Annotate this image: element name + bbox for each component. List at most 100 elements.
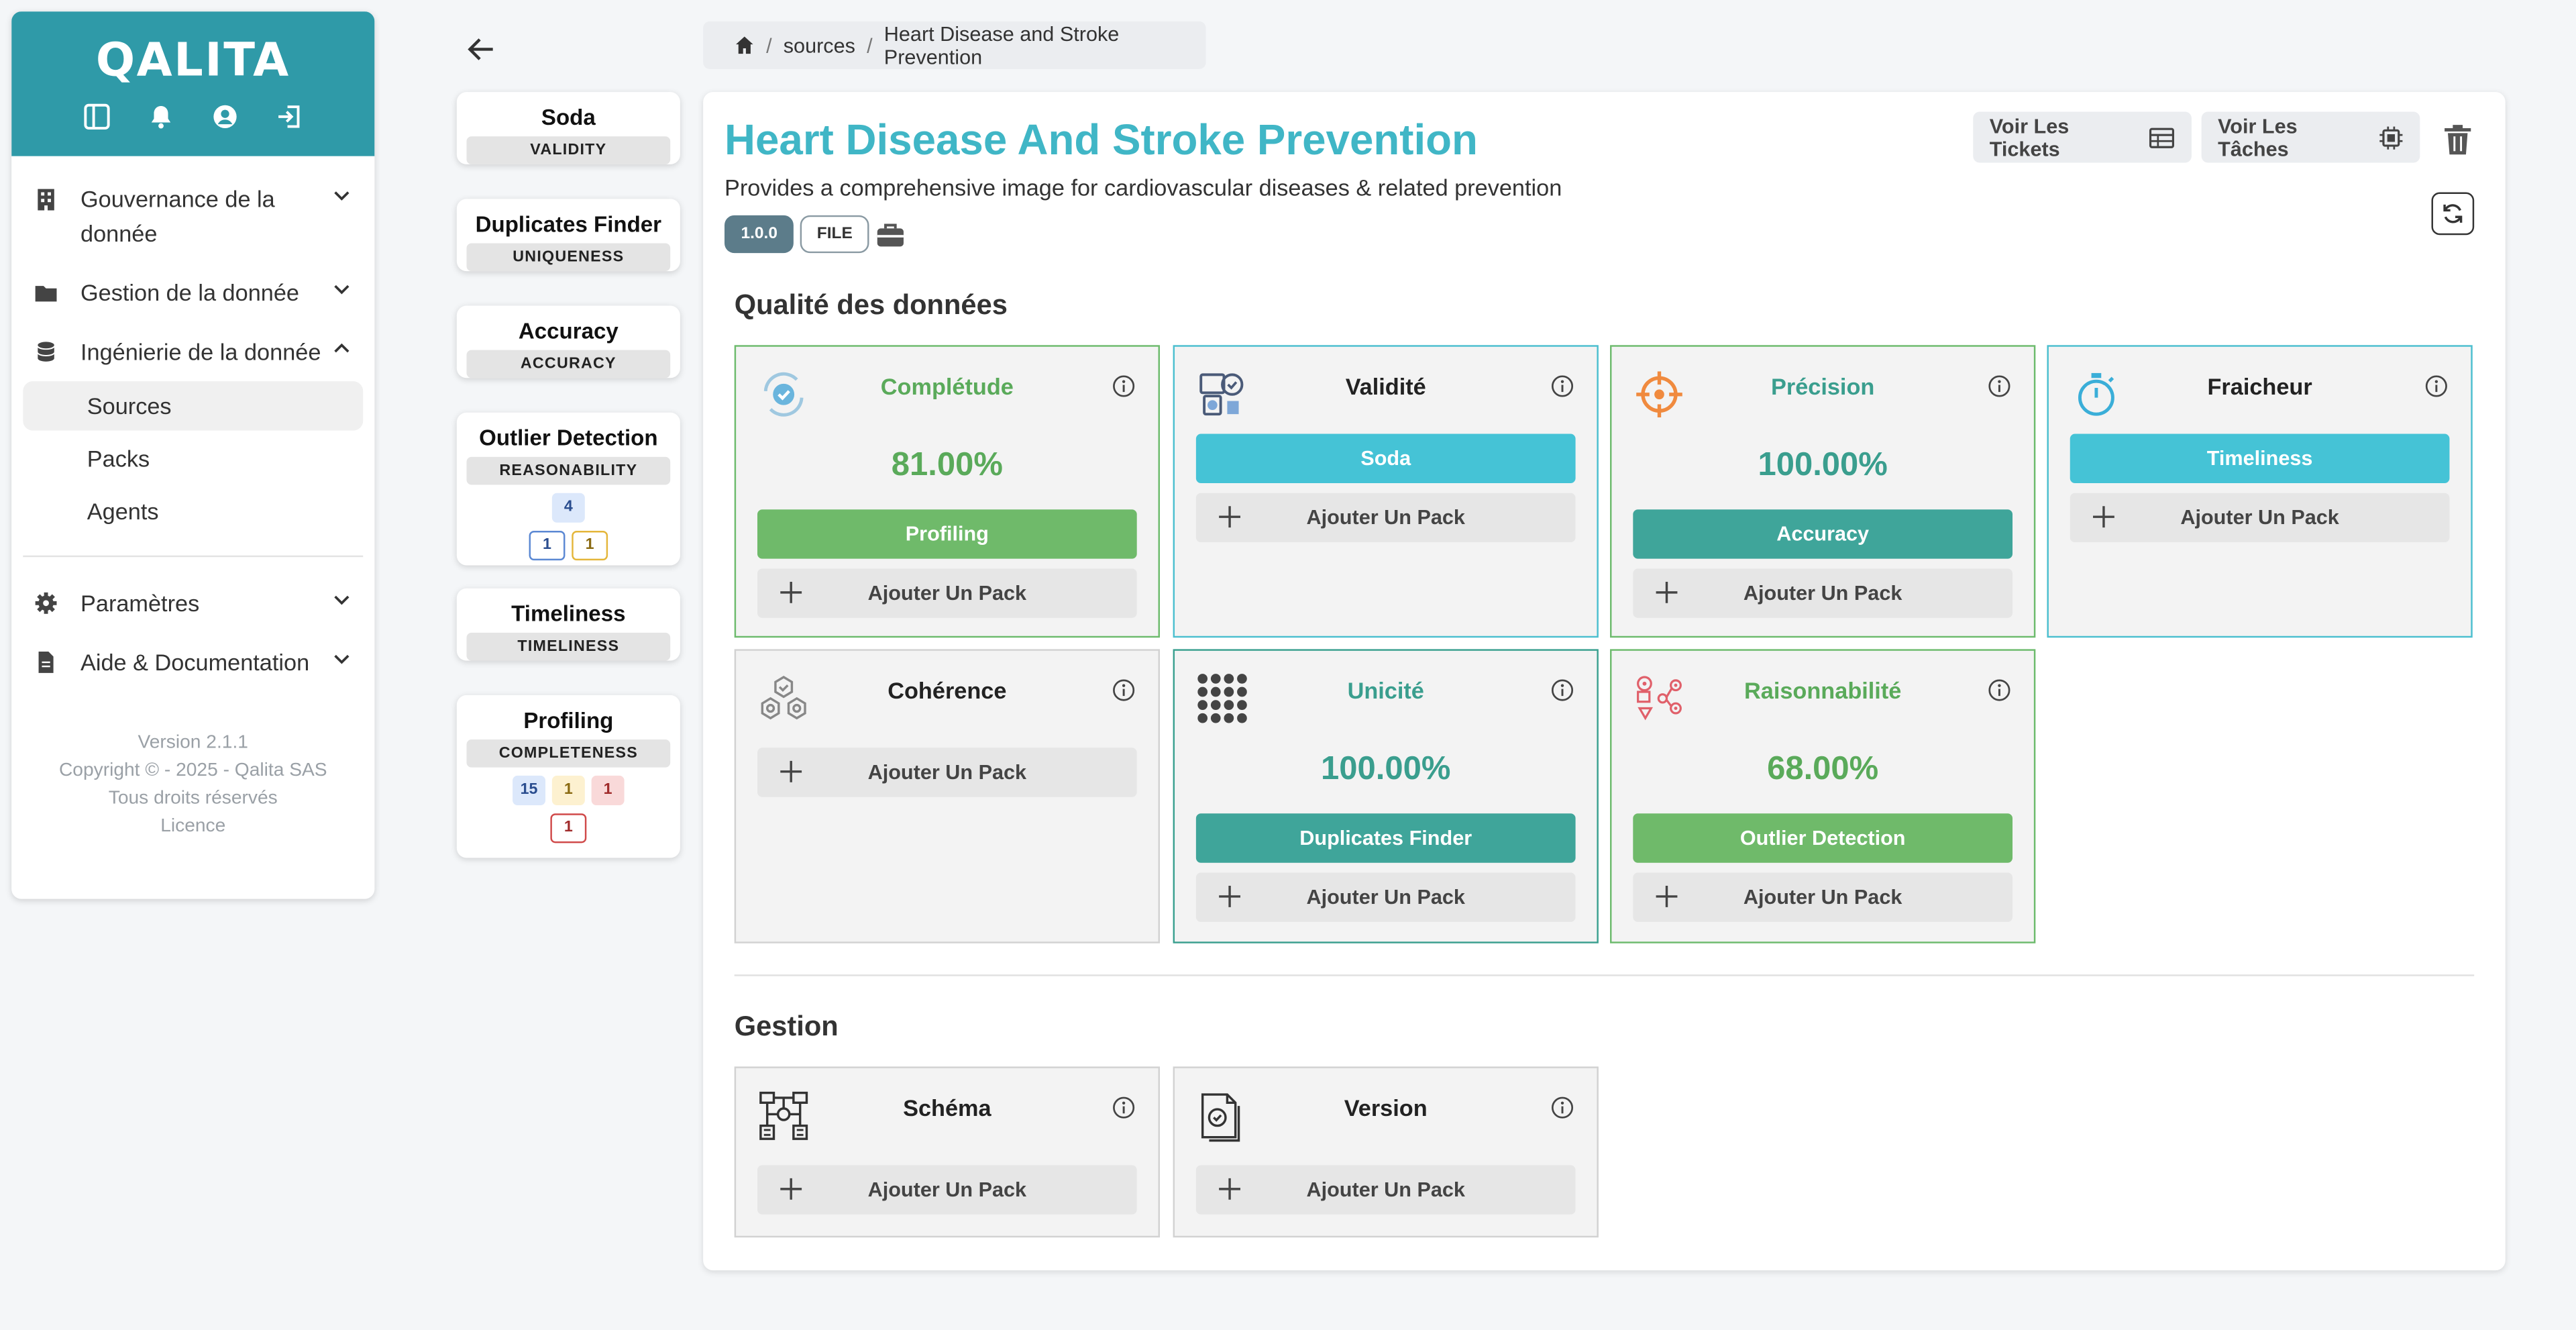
version-text: Version 2.1.1	[138, 733, 248, 753]
trash-icon[interactable]	[2443, 123, 2473, 156]
nav-label: Aide & Documentation	[80, 649, 310, 676]
gear-icon	[35, 592, 57, 614]
chevron-up-icon	[334, 343, 350, 353]
add-pack-label: Ajouter Un Pack	[2180, 506, 2339, 529]
document-icon	[38, 652, 54, 673]
pack-type-tag: COMPLETENESS	[466, 739, 671, 768]
dimension-score: 100.00%	[1758, 447, 1888, 484]
building-icon	[38, 189, 54, 211]
cpu-icon	[2379, 125, 2403, 149]
nav-gestion[interactable]: Gestion de la donnée	[11, 266, 374, 321]
info-icon[interactable]	[1551, 374, 1574, 397]
plus-icon	[1656, 886, 1678, 907]
count-badge: 1	[572, 531, 608, 561]
view-tickets-button[interactable]: Voir Les Tickets	[1973, 111, 2192, 163]
info-icon[interactable]	[1988, 374, 2010, 397]
dimension-name: Cohérence	[888, 676, 1007, 704]
pack-card-accuracy[interactable]: Accuracy ACCURACY	[456, 305, 680, 378]
add-pack-label: Ajouter Un Pack	[867, 1178, 1027, 1202]
chevron-down-icon	[334, 654, 350, 664]
pack-name: Soda	[541, 105, 596, 130]
add-pack-button[interactable]: Ajouter Un Pack	[1633, 872, 2013, 922]
dimension-name: Validité	[1345, 372, 1426, 400]
refresh-button[interactable]	[2431, 192, 2475, 236]
consistency-icon	[761, 675, 806, 720]
section-title-quality: Qualité des données	[734, 289, 1008, 321]
logo[interactable]: QALITA	[95, 32, 290, 87]
user-icon[interactable]	[211, 102, 239, 130]
back-arrow-icon[interactable]	[465, 33, 498, 66]
add-pack-button[interactable]: Ajouter Un Pack	[757, 748, 1137, 797]
count-badge: 15	[513, 775, 546, 806]
pack-button-duplicates-finder[interactable]: Duplicates Finder	[1195, 813, 1576, 863]
add-pack-button[interactable]: Ajouter Un Pack	[757, 568, 1137, 618]
add-pack-button[interactable]: Ajouter Un Pack	[757, 1165, 1137, 1215]
chevron-down-icon	[334, 191, 350, 201]
pack-button-soda[interactable]: Soda	[1195, 433, 1576, 484]
info-icon[interactable]	[1112, 1096, 1135, 1119]
validity-icon	[1199, 373, 1244, 416]
pack-button-profiling[interactable]: Profiling	[757, 509, 1137, 559]
info-icon[interactable]	[1112, 678, 1135, 701]
licence-link[interactable]: Licence	[160, 817, 226, 837]
grid-dots-icon	[1197, 674, 1247, 723]
divider	[23, 555, 364, 558]
sidebar-item-sources[interactable]: Sources	[23, 381, 364, 431]
sidebar-toggle-icon[interactable]	[83, 102, 111, 130]
view-tasks-label: Voir Les Tâches	[2218, 114, 2298, 160]
pack-type-tag: TIMELINESS	[466, 632, 671, 661]
add-pack-button[interactable]: Ajouter Un Pack	[1195, 493, 1576, 543]
pack-card-duplicates-finder[interactable]: Duplicates Finder UNIQUENESS	[456, 199, 680, 272]
plus-icon	[1219, 886, 1240, 907]
plus-icon	[1656, 581, 1678, 603]
nav-label: Gouvernance de la donnée	[80, 185, 275, 247]
plus-icon	[1219, 506, 1240, 528]
add-pack-label: Ajouter Un Pack	[867, 760, 1027, 784]
home-icon[interactable]	[735, 34, 755, 56]
count-badge: 1	[591, 775, 625, 806]
nav-parametres[interactable]: Paramètres	[11, 577, 374, 631]
page-title: Heart Disease And Stroke Prevention	[724, 115, 1478, 164]
pack-card-outlier-detection[interactable]: Outlier Detection REASONABILITY 4 1 1	[456, 412, 680, 566]
sidebar-item-packs[interactable]: Packs	[87, 445, 150, 472]
pack-button-outlier-detection[interactable]: Outlier Detection	[1633, 813, 2013, 863]
dimension-name: Unicité	[1347, 676, 1424, 704]
nav-gouvernance[interactable]: Gouvernance de la donnée	[11, 172, 374, 261]
source-detail-card: Heart Disease And Stroke Prevention Prov…	[703, 92, 2506, 1271]
bell-icon[interactable]	[147, 102, 175, 130]
info-icon[interactable]	[2425, 374, 2448, 397]
version-document-icon	[1201, 1093, 1240, 1142]
dimension-card-completude: Complétude 81.00% Profiling Ajouter Un P…	[734, 345, 1160, 638]
sidebar-footer: Version 2.1.1 Copyright © - 2025 - Qalit…	[11, 729, 374, 841]
breadcrumb-sources[interactable]: sources	[783, 34, 855, 57]
pack-card-soda[interactable]: Soda VALIDITY	[456, 92, 680, 164]
nav-aide[interactable]: Aide & Documentation	[11, 636, 374, 690]
add-pack-button[interactable]: Ajouter Un Pack	[2070, 493, 2450, 543]
sidebar-item-agents[interactable]: Agents	[87, 498, 159, 525]
dimension-card-validite: Validité Soda Ajouter Un Pack	[1173, 345, 1599, 638]
info-icon[interactable]	[1988, 678, 2010, 701]
reasonability-icon	[1637, 676, 1682, 721]
add-pack-button[interactable]: Ajouter Un Pack	[1195, 872, 1576, 922]
table-icon	[2149, 127, 2175, 148]
pack-name: Outlier Detection	[479, 425, 658, 451]
add-pack-button[interactable]: Ajouter Un Pack	[1633, 568, 2013, 618]
info-icon[interactable]	[1551, 678, 1574, 701]
add-pack-button[interactable]: Ajouter Un Pack	[1195, 1165, 1576, 1215]
pack-card-profiling[interactable]: Profiling COMPLETENESS 15 1 1 1	[456, 695, 680, 858]
pack-name: Timeliness	[511, 601, 626, 627]
completeness-icon	[763, 372, 804, 417]
pack-name: Profiling	[523, 708, 614, 733]
dimension-score: 68.00%	[1767, 751, 1879, 788]
pack-type-tag: ACCURACY	[466, 350, 671, 378]
view-tasks-button[interactable]: Voir Les Tâches	[2201, 111, 2420, 163]
pack-button-timeliness[interactable]: Timeliness	[2070, 433, 2450, 484]
info-icon[interactable]	[1551, 1096, 1574, 1119]
breadcrumb: / sources / Heart Disease and Stroke Pre…	[703, 21, 1206, 69]
pack-type-tag: REASONABILITY	[466, 456, 671, 485]
pack-button-accuracy[interactable]: Accuracy	[1633, 509, 2013, 559]
info-icon[interactable]	[1112, 374, 1135, 397]
login-icon[interactable]	[275, 102, 303, 130]
nav-ingenierie[interactable]: Ingénierie de la donnée	[11, 325, 374, 380]
pack-card-timeliness[interactable]: Timeliness TIMELINESS	[456, 588, 680, 661]
